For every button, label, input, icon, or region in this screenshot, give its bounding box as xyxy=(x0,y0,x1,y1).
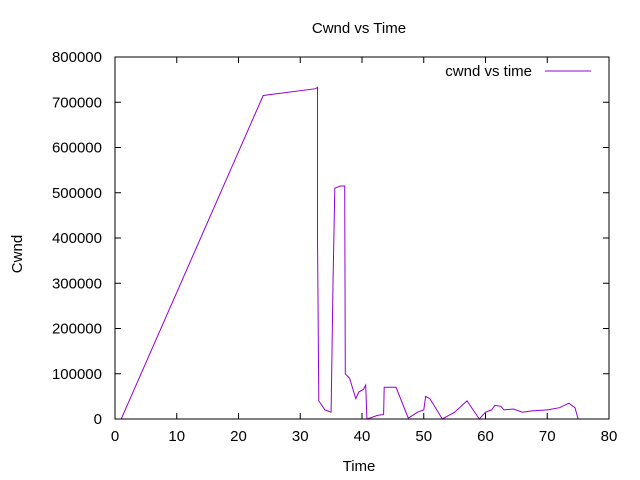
x-tick-label: 20 xyxy=(230,428,247,445)
x-tick-label: 30 xyxy=(292,428,309,445)
y-tick-label: 400000 xyxy=(52,230,102,247)
x-tick-label: 40 xyxy=(354,428,371,445)
x-tick-label: 10 xyxy=(168,428,185,445)
chart-title: Cwnd vs Time xyxy=(312,20,406,37)
x-tick-label: 70 xyxy=(539,428,556,445)
series-line xyxy=(120,86,579,420)
y-tick-label: 0 xyxy=(94,411,102,428)
y-tick-label: 700000 xyxy=(52,94,102,111)
legend-label: cwnd vs time xyxy=(445,63,532,80)
y-tick-label: 100000 xyxy=(52,366,102,383)
series-layer xyxy=(120,86,579,420)
y-tick-label: 300000 xyxy=(52,275,102,292)
y-tick-label: 600000 xyxy=(52,140,102,157)
axis-ticks: 0 10 20 30 40 50 60 70 80 0 100000 200000 300000 4000… xyxy=(52,49,617,445)
y-tick-label: 500000 xyxy=(52,185,102,202)
y-axis-label: Cwnd xyxy=(9,235,26,273)
x-tick-label: 60 xyxy=(477,428,494,445)
y-tick-label: 200000 xyxy=(52,321,102,338)
plot-frame xyxy=(114,56,610,420)
x-tick-label: 80 xyxy=(601,428,618,445)
x-tick-label: 0 xyxy=(111,428,119,445)
legend: cwnd vs time xyxy=(445,63,591,80)
x-axis-label: Time xyxy=(343,458,376,475)
y-tick-label: 800000 xyxy=(52,49,102,66)
x-tick-label: 50 xyxy=(415,428,432,445)
